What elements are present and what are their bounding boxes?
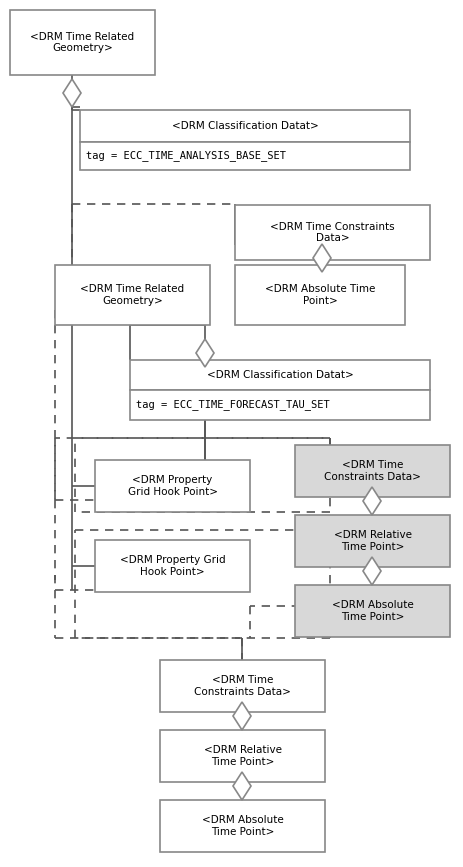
Text: tag = ECC_TIME_FORECAST_TAU_SET: tag = ECC_TIME_FORECAST_TAU_SET — [136, 400, 330, 410]
Text: <DRM Time
Constraints Data>: <DRM Time Constraints Data> — [324, 460, 421, 482]
Bar — [295, 515, 450, 567]
Text: <DRM Property Grid
Hook Point>: <DRM Property Grid Hook Point> — [120, 555, 225, 577]
Bar — [160, 800, 325, 852]
Polygon shape — [63, 79, 81, 107]
Bar — [295, 585, 450, 637]
Text: tag = ECC_TIME_ANALYSIS_BASE_SET: tag = ECC_TIME_ANALYSIS_BASE_SET — [86, 151, 286, 161]
Text: <DRM Property
Grid Hook Point>: <DRM Property Grid Hook Point> — [127, 475, 218, 497]
Bar — [95, 540, 250, 592]
Text: <DRM Time Related
Geometry>: <DRM Time Related Geometry> — [31, 32, 135, 53]
Bar — [235, 265, 405, 325]
Bar — [95, 460, 250, 512]
Text: <DRM Relative
Time Point>: <DRM Relative Time Point> — [204, 746, 282, 766]
Bar — [160, 660, 325, 712]
Bar — [235, 205, 430, 260]
Bar — [80, 142, 410, 170]
Bar — [130, 390, 430, 420]
Bar — [80, 110, 410, 142]
Polygon shape — [196, 339, 214, 367]
Text: <DRM Time Constraints
Data>: <DRM Time Constraints Data> — [270, 222, 395, 244]
Text: <DRM Time
Constraints Data>: <DRM Time Constraints Data> — [194, 675, 291, 697]
Polygon shape — [233, 702, 251, 730]
Polygon shape — [233, 772, 251, 800]
Text: <DRM Absolute
Time Point>: <DRM Absolute Time Point> — [332, 600, 413, 622]
Polygon shape — [363, 487, 381, 515]
Text: <DRM Absolute
Time Point>: <DRM Absolute Time Point> — [201, 815, 283, 837]
Text: <DRM Classification Datat>: <DRM Classification Datat> — [172, 121, 319, 131]
Polygon shape — [313, 244, 331, 272]
Text: <DRM Classification Datat>: <DRM Classification Datat> — [206, 370, 353, 380]
Bar — [10, 10, 155, 75]
Bar — [130, 360, 430, 390]
Bar — [160, 730, 325, 782]
Text: <DRM Absolute Time
Point>: <DRM Absolute Time Point> — [265, 284, 375, 306]
Text: <DRM Relative
Time Point>: <DRM Relative Time Point> — [333, 531, 412, 551]
Text: <DRM Time Related
Geometry>: <DRM Time Related Geometry> — [81, 284, 185, 306]
Polygon shape — [363, 557, 381, 585]
Bar — [55, 265, 210, 325]
Bar — [295, 445, 450, 497]
